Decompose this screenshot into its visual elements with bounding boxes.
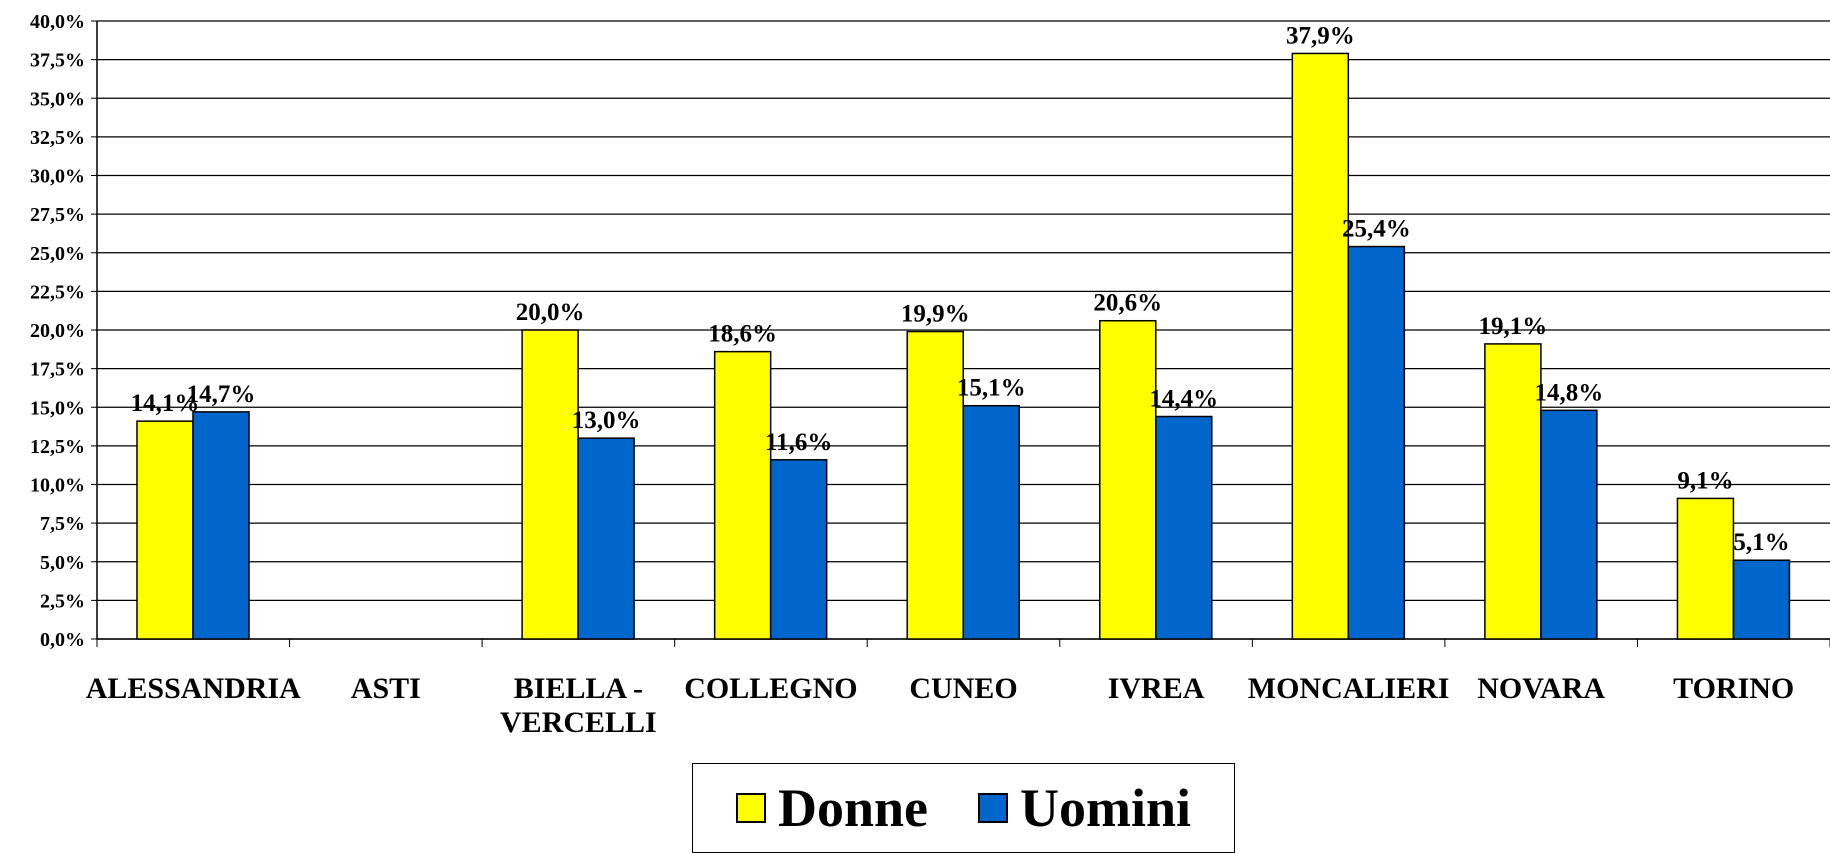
x-tick-label: IVREA	[1107, 672, 1205, 705]
legend-item: Uomini	[978, 777, 1191, 839]
x-tick-label: TORINO	[1673, 672, 1795, 705]
data-label: 15,1%	[957, 375, 1026, 402]
x-tick-label: COLLEGNO	[684, 672, 858, 705]
x-tick-label: MONCALIERI	[1247, 672, 1450, 705]
y-tick-label: 2,5%	[40, 590, 85, 612]
bar	[906, 330, 964, 640]
data-label: 14,8%	[1535, 379, 1604, 406]
data-label: 14,4%	[1149, 386, 1218, 413]
y-tick-label: 30,0%	[30, 166, 85, 188]
x-tick-label: ALESSANDRIA	[85, 672, 301, 705]
y-tick-label: 7,5%	[40, 513, 85, 535]
y-tick-label: 20,0%	[30, 320, 85, 342]
x-tick-label: NOVARA	[1477, 672, 1606, 705]
legend: Donne Uomini	[692, 763, 1235, 853]
x-tick-label: ASTI	[350, 672, 421, 705]
y-tick-label: 15,0%	[30, 397, 85, 419]
bar	[1155, 415, 1213, 640]
bar	[1291, 52, 1350, 640]
x-tick-label: BIELLA - VERCELLI	[500, 672, 657, 739]
bar	[1540, 409, 1598, 640]
data-label: 19,9%	[901, 301, 970, 328]
data-label: 5,1%	[1733, 529, 1789, 556]
bar	[192, 411, 250, 640]
bar	[521, 329, 579, 640]
y-tick-label: 22,5%	[30, 281, 85, 303]
data-label: 14,1%	[131, 390, 200, 417]
y-tick-label: 37,5%	[30, 50, 85, 72]
y-tick-label: 0,0%	[40, 629, 85, 651]
y-tick-label: 25,0%	[30, 243, 85, 265]
bar	[769, 459, 828, 640]
bar	[1732, 559, 1791, 640]
legend-label: Donne	[777, 778, 928, 838]
data-label: 20,6%	[1093, 290, 1162, 317]
legend-swatch	[735, 793, 766, 823]
bar	[1484, 343, 1542, 640]
y-tick-label: 35,0%	[30, 88, 85, 110]
legend-label: Uomini	[1020, 778, 1192, 838]
data-label: 13,0%	[572, 407, 641, 434]
x-tick-label: CUNEO	[909, 672, 1018, 705]
bar	[577, 437, 635, 640]
data-label: 18,6%	[708, 321, 777, 348]
data-label: 11,6%	[765, 429, 832, 456]
y-tick-label: 32,5%	[30, 127, 85, 149]
data-label: 25,4%	[1342, 216, 1411, 243]
y-tick-label: 12,5%	[30, 436, 85, 458]
bar	[1347, 245, 1406, 640]
data-label: 9,1%	[1677, 467, 1733, 494]
legend-swatch	[978, 793, 1008, 823]
bar	[962, 404, 1020, 640]
y-tick-label: 10,0%	[30, 475, 85, 497]
y-tick-label: 17,5%	[30, 359, 85, 381]
data-label: 37,9%	[1286, 22, 1355, 49]
data-label: 19,1%	[1479, 313, 1548, 340]
legend-item: Donne	[735, 777, 928, 839]
bar	[1099, 319, 1157, 640]
bar	[1676, 497, 1735, 640]
y-tick-label: 40,0%	[30, 11, 85, 33]
bar	[136, 420, 194, 640]
data-label: 20,0%	[516, 299, 585, 326]
data-label: 14,7%	[187, 381, 256, 408]
y-tick-label: 5,0%	[40, 552, 85, 574]
bar	[713, 350, 772, 640]
y-tick-label: 27,5%	[30, 204, 85, 226]
